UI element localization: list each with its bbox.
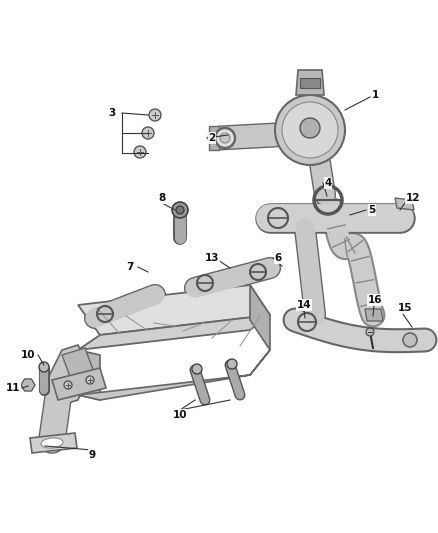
Polygon shape: [250, 285, 270, 350]
Circle shape: [282, 102, 338, 158]
Polygon shape: [62, 348, 95, 382]
Circle shape: [192, 364, 202, 374]
Text: 16: 16: [368, 295, 382, 305]
Text: 12: 12: [406, 193, 420, 203]
Text: 14: 14: [297, 300, 311, 310]
Polygon shape: [78, 350, 100, 400]
Polygon shape: [46, 345, 90, 406]
Text: 3: 3: [108, 108, 116, 118]
Text: 6: 6: [274, 253, 282, 263]
Circle shape: [227, 359, 237, 369]
Circle shape: [366, 328, 374, 336]
Polygon shape: [296, 70, 324, 95]
Circle shape: [142, 127, 154, 139]
Polygon shape: [395, 198, 414, 210]
Circle shape: [275, 95, 345, 165]
Polygon shape: [78, 285, 270, 335]
Polygon shape: [30, 433, 77, 453]
Polygon shape: [365, 309, 383, 321]
Text: 1: 1: [371, 90, 378, 100]
Polygon shape: [300, 78, 320, 88]
Polygon shape: [209, 126, 219, 150]
Circle shape: [149, 109, 161, 121]
Polygon shape: [78, 350, 270, 400]
Circle shape: [64, 381, 72, 389]
Polygon shape: [52, 368, 106, 400]
Text: 11: 11: [6, 383, 20, 393]
Text: 9: 9: [88, 450, 95, 460]
Text: 15: 15: [398, 303, 412, 313]
Circle shape: [86, 376, 94, 384]
Circle shape: [220, 133, 230, 143]
Text: 10: 10: [173, 410, 187, 420]
Circle shape: [172, 202, 188, 218]
Text: 5: 5: [368, 205, 376, 215]
Circle shape: [39, 362, 49, 372]
Text: 7: 7: [126, 262, 134, 272]
Ellipse shape: [41, 438, 63, 448]
Circle shape: [176, 206, 184, 214]
Polygon shape: [78, 315, 270, 350]
Text: 4: 4: [324, 178, 332, 188]
Text: 13: 13: [205, 253, 219, 263]
Text: 2: 2: [208, 133, 215, 143]
Circle shape: [134, 146, 146, 158]
Circle shape: [403, 333, 417, 347]
Polygon shape: [21, 379, 35, 391]
Text: 10: 10: [21, 350, 35, 360]
Circle shape: [215, 128, 235, 148]
Circle shape: [300, 118, 320, 138]
Text: 8: 8: [159, 193, 166, 203]
